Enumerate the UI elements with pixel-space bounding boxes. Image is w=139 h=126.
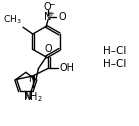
Text: +: +	[49, 11, 54, 17]
Text: −: −	[48, 0, 54, 9]
Text: OH: OH	[59, 63, 74, 73]
Text: NH$_2$: NH$_2$	[23, 90, 43, 104]
Text: N: N	[44, 12, 52, 22]
Text: O: O	[43, 2, 51, 12]
Text: N: N	[24, 92, 31, 101]
Text: O: O	[59, 12, 66, 22]
Text: H–Cl: H–Cl	[103, 59, 127, 69]
Text: O: O	[45, 44, 52, 54]
Text: N: N	[28, 75, 35, 84]
Text: CH$_3$: CH$_3$	[3, 14, 22, 26]
Text: H–Cl: H–Cl	[103, 46, 127, 56]
